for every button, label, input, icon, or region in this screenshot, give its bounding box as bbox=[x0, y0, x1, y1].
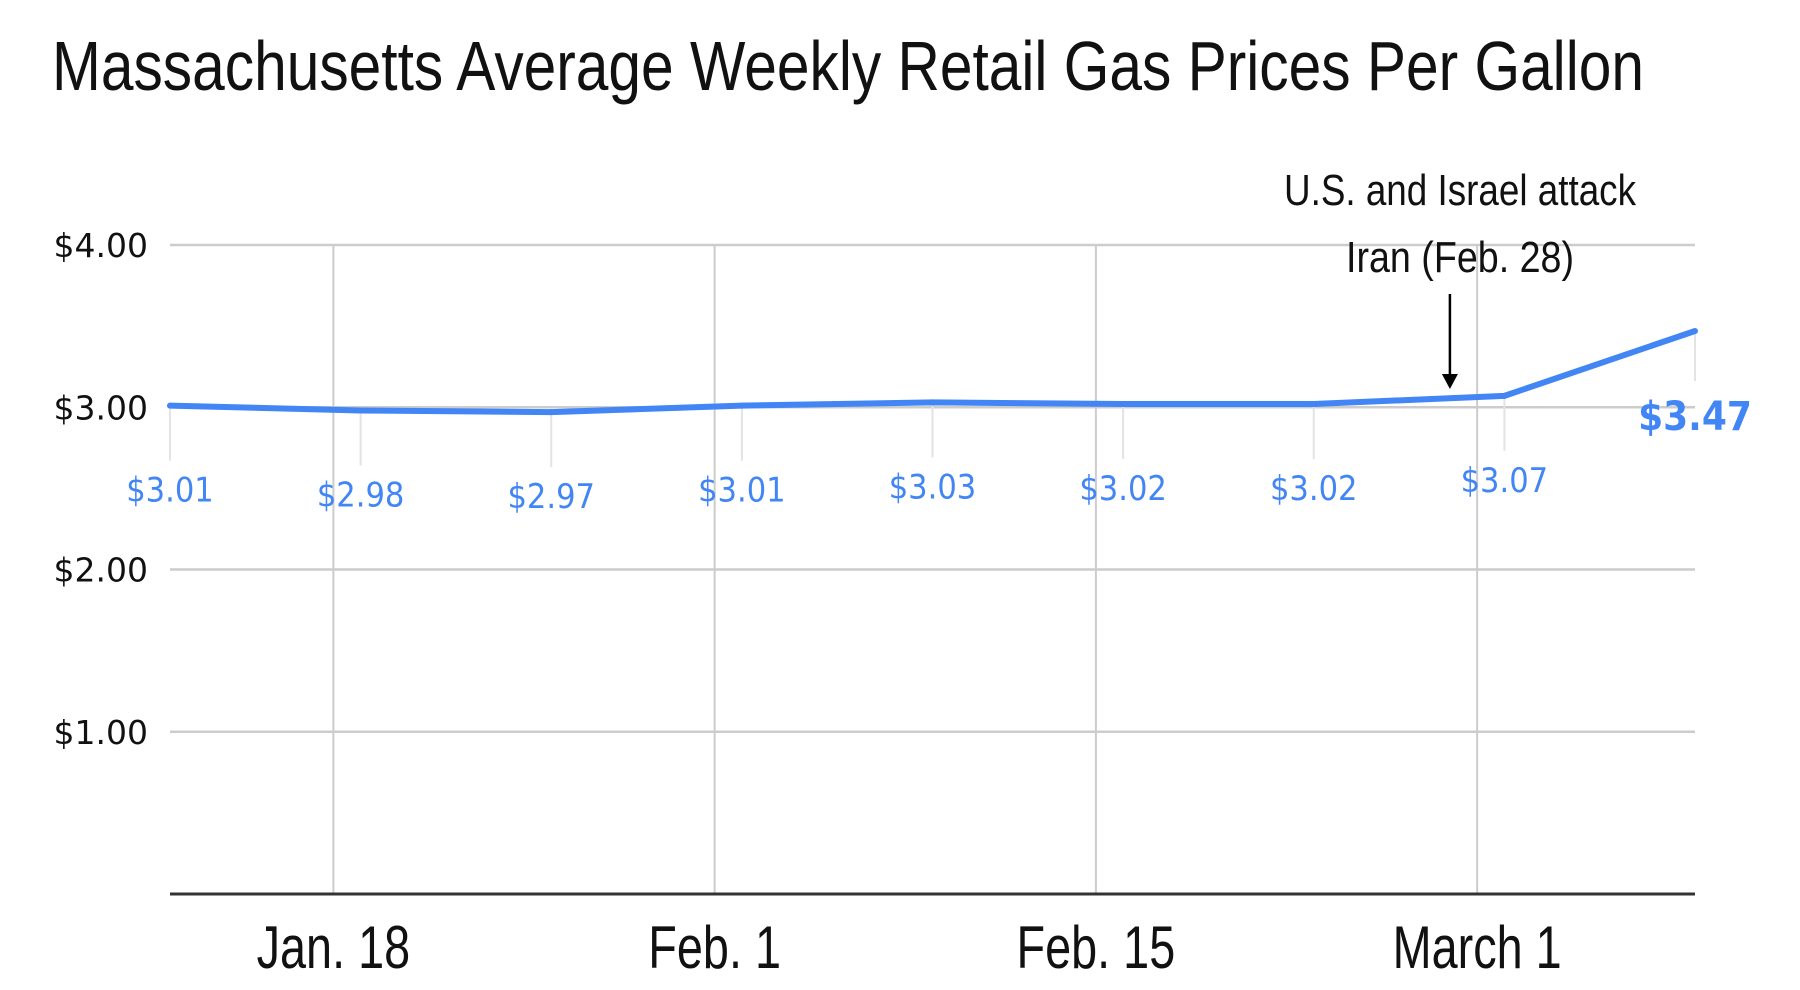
annotation-line-2: Iran (Feb. 28) bbox=[1346, 233, 1574, 282]
arrow-head-icon bbox=[1441, 374, 1458, 389]
data-label-leaders bbox=[169, 330, 1696, 468]
data-label: $3.01 bbox=[126, 470, 214, 510]
x-axis: Jan. 18 Feb. 1 Feb. 15 March 1 bbox=[170, 892, 1695, 981]
y-tick-label: $3.00 bbox=[54, 388, 148, 427]
x-tick-label: Feb. 15 bbox=[1017, 914, 1176, 981]
x-tick-label: Jan. 18 bbox=[257, 914, 410, 981]
data-point bbox=[1120, 401, 1127, 408]
chart-title: Massachusetts Average Weekly Retail Gas … bbox=[52, 27, 1644, 105]
y-tick-label: $1.00 bbox=[54, 713, 148, 752]
gridlines bbox=[170, 243, 1695, 894]
data-point bbox=[738, 402, 745, 409]
data-label: $2.98 bbox=[317, 475, 405, 515]
data-point bbox=[167, 402, 173, 409]
data-point bbox=[548, 409, 555, 416]
data-label: $2.97 bbox=[507, 477, 595, 517]
data-label: $3.01 bbox=[698, 470, 786, 510]
y-tick-label: $4.00 bbox=[54, 226, 148, 265]
x-tick-label: Feb. 1 bbox=[648, 914, 781, 981]
data-point bbox=[1310, 401, 1317, 408]
data-label: $3.02 bbox=[1270, 468, 1358, 508]
data-point bbox=[1501, 392, 1508, 399]
y-axis: $4.00 $3.00 $2.00 $1.00 bbox=[54, 226, 148, 752]
x-tick-label: March 1 bbox=[1393, 914, 1562, 981]
annotation-line-1: U.S. and Israel attack bbox=[1284, 166, 1637, 215]
data-label-last: $3.47 bbox=[1638, 393, 1752, 439]
annotation: U.S. and Israel attack Iran (Feb. 28) bbox=[1284, 166, 1637, 389]
data-label: $3.07 bbox=[1461, 460, 1549, 500]
data-point bbox=[1692, 327, 1698, 334]
data-point bbox=[929, 399, 936, 406]
data-point bbox=[357, 407, 364, 414]
data-label: $3.03 bbox=[889, 467, 977, 507]
data-label: $3.02 bbox=[1079, 468, 1167, 508]
data-labels: $3.01 $2.98 $2.97 $3.01 $3.03 $3.02 $3.02 $3.07… bbox=[126, 393, 1752, 516]
series bbox=[167, 327, 1698, 416]
y-tick-label: $2.00 bbox=[54, 551, 148, 590]
